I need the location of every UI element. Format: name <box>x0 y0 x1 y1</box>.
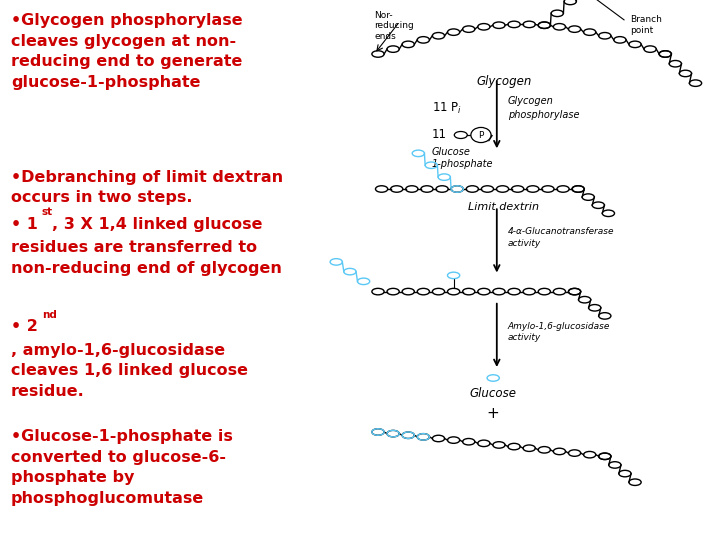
Text: +: + <box>487 406 500 421</box>
Text: •Debranching of limit dextran
occurs in two steps.: •Debranching of limit dextran occurs in … <box>11 170 283 206</box>
Text: 4-α-Glucanotransferase
activity: 4-α-Glucanotransferase activity <box>508 227 614 248</box>
Text: Limit dextrin: Limit dextrin <box>469 202 539 213</box>
Circle shape <box>471 127 491 143</box>
Text: 11: 11 <box>432 129 447 141</box>
Text: • 1: • 1 <box>11 217 37 232</box>
Text: Glucose
1-phosphate: Glucose 1-phosphate <box>432 147 493 169</box>
Text: Glycogen
phosphorylase: Glycogen phosphorylase <box>508 97 579 119</box>
Text: • 2: • 2 <box>11 319 37 334</box>
Text: Nor-
reducing
ends: Nor- reducing ends <box>374 11 414 40</box>
Text: Glycogen: Glycogen <box>477 75 531 87</box>
Text: •Glucose-1-phosphate is
converted to glucose-6-
phosphate by
phosphoglucomutase: •Glucose-1-phosphate is converted to glu… <box>11 429 233 505</box>
Text: Branch
point: Branch point <box>630 15 662 35</box>
Text: nd: nd <box>42 310 57 320</box>
Text: P: P <box>478 131 484 139</box>
Text: st: st <box>42 207 53 218</box>
Text: Glucose: Glucose <box>469 387 517 400</box>
Text: , amylo-1,6-glucosidase
cleaves 1,6 linked glucose
residue.: , amylo-1,6-glucosidase cleaves 1,6 link… <box>11 343 248 399</box>
Text: •Glycogen phosphorylase
cleaves glycogen at non-
reducing end to generate
glucos: •Glycogen phosphorylase cleaves glycogen… <box>11 14 243 90</box>
Text: residues are transferred to
non-reducing end of glycogen: residues are transferred to non-reducing… <box>11 240 282 276</box>
Text: 11 P$_i$: 11 P$_i$ <box>432 100 462 116</box>
Text: , 3 X 1,4 linked glucose: , 3 X 1,4 linked glucose <box>52 217 262 232</box>
Text: Amylo-1,6-glucosidase
activity: Amylo-1,6-glucosidase activity <box>508 322 610 342</box>
